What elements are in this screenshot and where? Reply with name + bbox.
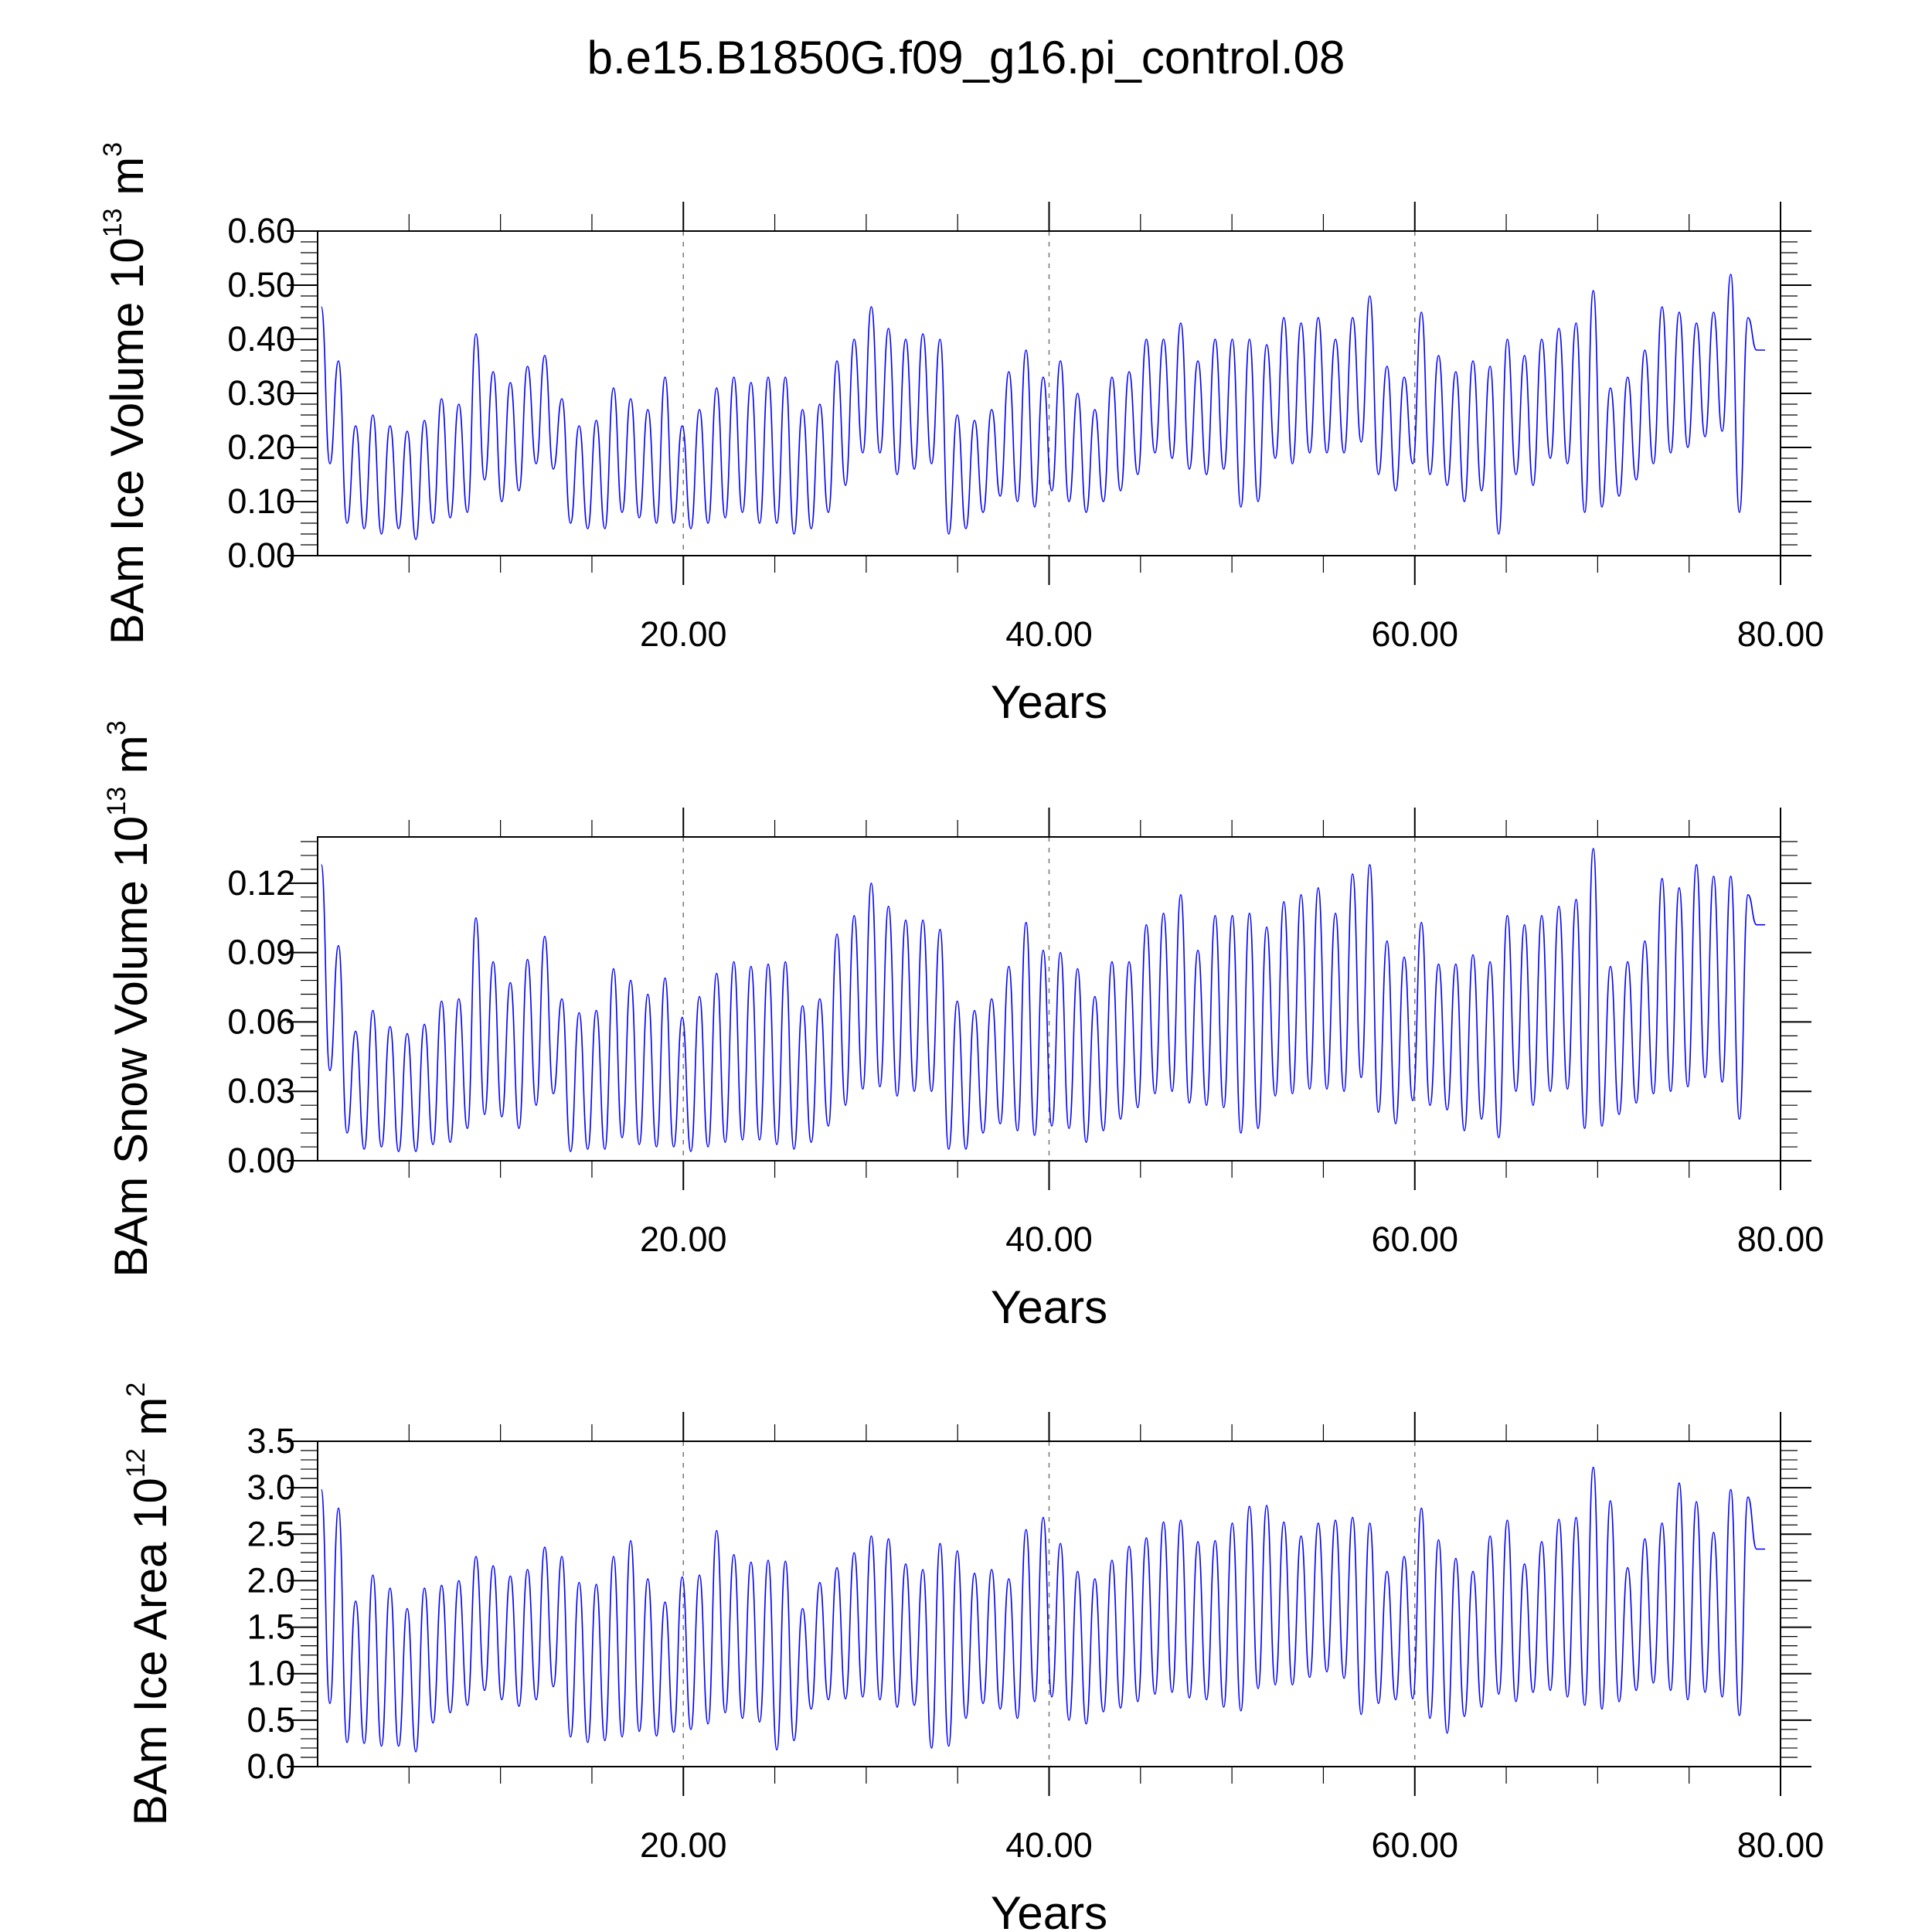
y-tick-label: 0.00 [227, 536, 295, 575]
y-unit: m [105, 735, 157, 787]
x-tick-label: 20.00 [640, 1219, 727, 1259]
y-axis-title: BAm Snow Volume 1013 m3 [102, 720, 157, 1277]
y-axis-label: BAm Snow Volume 10 [105, 816, 157, 1277]
x-tick-label: 80.00 [1737, 614, 1825, 654]
y-tick-label: 0.5 [247, 1700, 295, 1740]
x-tick-label: 80.00 [1737, 1825, 1825, 1865]
y-tick-label: 0.00 [227, 1141, 295, 1180]
x-tick-label: 40.00 [1005, 614, 1093, 654]
x-tick-label: 20.00 [640, 614, 727, 654]
x-tick-label: 60.00 [1371, 614, 1458, 654]
y-unit: m [101, 157, 153, 209]
y-tick-label: 1.0 [247, 1654, 295, 1693]
plot-frame [317, 836, 1781, 1162]
y-unit-exponent: 13 [102, 787, 131, 816]
y-tick-label: 0.06 [227, 1002, 295, 1041]
y-tick-label: 0.20 [227, 427, 295, 467]
y-tick-label: 2.5 [247, 1514, 295, 1553]
y-tick-label: 3.5 [247, 1421, 295, 1461]
x-axis-title: Years [991, 1281, 1107, 1333]
figure-title: b.e15.B1850G.f09_g16.pi_control.08 [587, 32, 1345, 83]
x-axis-title: Years [991, 676, 1107, 728]
y-tick-label: 0.40 [227, 319, 295, 359]
y-tick-label: 0.12 [227, 863, 295, 903]
y-unit-power: 3 [98, 142, 128, 157]
series-line [320, 274, 1766, 540]
y-tick-label: 0.50 [227, 265, 295, 304]
x-tick-label: 40.00 [1005, 1825, 1093, 1865]
y-tick-label: 1.5 [247, 1607, 295, 1647]
y-tick-label: 3.0 [247, 1468, 295, 1507]
y-tick-label: 0.30 [227, 373, 295, 413]
chart-panel-1: 0.00 0.10 0.20 0.30 0.40 0.50 0.60 20.00 40.00 60… [98, 142, 1824, 728]
y-tick-label: 0.10 [227, 481, 295, 521]
series-line [320, 1466, 1766, 1753]
series-line [320, 848, 1766, 1152]
y-unit: m [124, 1397, 176, 1449]
y-unit-exponent: 12 [121, 1448, 151, 1478]
y-unit-exponent: 13 [98, 208, 128, 237]
x-tick-label: 40.00 [1005, 1219, 1093, 1259]
chart-panel-3: 0.0 0.5 1.0 1.5 2.0 2.5 3.0 3.5 20.00 40.00 60.00 8… [121, 1383, 1824, 1932]
y-tick-label: 0.60 [227, 211, 295, 250]
y-axis-title: BAm Ice Volume 1013 m3 [98, 142, 153, 645]
y-axis-label: BAm Ice Area 10 [124, 1478, 176, 1825]
x-axis-title: Years [991, 1887, 1107, 1932]
y-unit-power: 2 [121, 1383, 151, 1397]
y-tick-label: 0.0 [247, 1747, 295, 1786]
y-axis-label: BAm Ice Volume 10 [101, 237, 153, 645]
x-tick-label: 60.00 [1371, 1219, 1458, 1259]
x-tick-label: 60.00 [1371, 1825, 1458, 1865]
y-tick-label: 0.09 [227, 933, 295, 972]
chart-panel-2: 0.00 0.03 0.06 0.09 0.12 20.00 40.00 60.00 80.00… [102, 720, 1824, 1333]
x-tick-label: 80.00 [1737, 1219, 1825, 1259]
x-tick-label: 20.00 [640, 1825, 727, 1865]
y-tick-label: 2.0 [247, 1560, 295, 1600]
y-unit-power: 3 [102, 720, 131, 735]
y-tick-label: 0.03 [227, 1071, 295, 1111]
y-axis-title: BAm Ice Area 1012 m2 [121, 1383, 176, 1826]
